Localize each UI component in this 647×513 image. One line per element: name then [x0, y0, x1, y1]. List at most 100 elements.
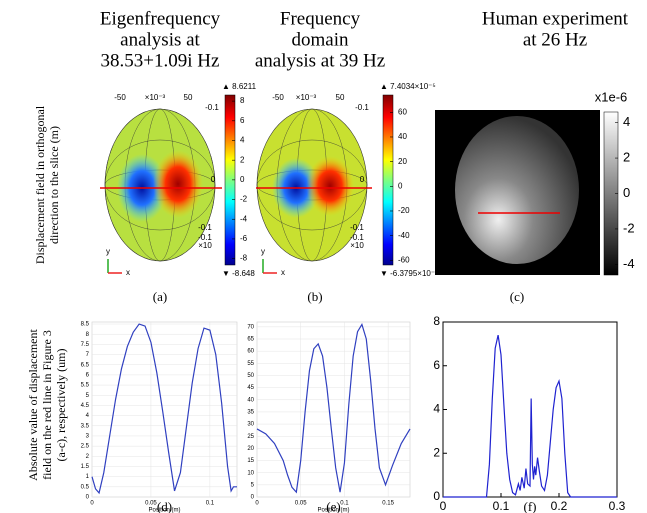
- y-tick-label: 7: [86, 352, 90, 358]
- colorbar-tick-label: -2: [623, 220, 635, 235]
- column-title: 38.53+1.09i Hz: [101, 50, 220, 71]
- axis-label: -0.1: [355, 103, 369, 112]
- data-line: [91, 323, 237, 495]
- column-title: Human experiment: [482, 8, 629, 29]
- x-tick-label: 0.3: [609, 499, 626, 513]
- colorbar-tick-label: 0: [240, 175, 245, 184]
- y-tick-label: 15: [247, 458, 254, 464]
- y-tick-label: 5: [251, 482, 255, 488]
- x-tick-label: 0.05: [145, 501, 157, 507]
- y-tick-label: 0: [251, 495, 255, 501]
- y-tick-label: 6.5: [81, 362, 90, 368]
- y-tick-label: 2: [86, 454, 90, 460]
- y-tick-label: 4.5: [81, 403, 90, 409]
- y-tick-label: 0.5: [81, 484, 90, 490]
- plot-area: [256, 321, 411, 498]
- axis-label: y: [106, 247, 110, 256]
- colorbar-tick-label: -6: [240, 234, 248, 243]
- x-tick-label: 0.1: [493, 499, 510, 513]
- y-tick-label: 20: [247, 446, 254, 452]
- colorbar-min: ▼ -6.3795×10⁻⁵: [380, 269, 438, 278]
- x-tick-label: 0.1: [206, 501, 215, 507]
- x-axis-label: Position (m): [317, 508, 349, 513]
- colorbar-tick-label: -20: [398, 206, 410, 215]
- mri-image: [435, 110, 600, 275]
- head-model-b: [256, 108, 372, 262]
- y-tick-label: 10: [247, 470, 254, 476]
- y-tick-label: 4: [433, 402, 440, 416]
- colorbar-max: ▲ 8.6211: [222, 82, 257, 91]
- colorbar-tick-label: -40: [398, 231, 410, 240]
- axis-label: 50: [336, 93, 345, 102]
- y-tick-label: 25: [247, 434, 254, 440]
- plot-area: [91, 321, 238, 498]
- y-tick-label: 7.5: [81, 342, 90, 348]
- colorbar-tick-label: 40: [398, 132, 407, 141]
- colorbar: [382, 94, 394, 266]
- row-label: Absolute value of displacement: [26, 329, 40, 481]
- colorbar-unit: x1e-6: [595, 89, 628, 104]
- y-tick-label: 70: [247, 324, 254, 330]
- colorbar-tick-label: -8: [240, 254, 248, 263]
- colorbar-tick-label: 6: [240, 116, 245, 125]
- colorbar-min: ▼ -8.648: [222, 269, 255, 278]
- colorbar-tick-label: -4: [623, 256, 635, 271]
- y-tick-label: 2.5: [81, 444, 90, 450]
- y-tick-label: 6: [433, 358, 440, 372]
- axis-label: ×10: [350, 241, 364, 250]
- y-tick-label: 5.5: [81, 383, 90, 389]
- axis-label: 50: [184, 93, 193, 102]
- colorbar-tick-label: 2: [623, 150, 630, 165]
- caption: (d): [157, 499, 172, 513]
- y-tick-label: 35: [247, 410, 254, 416]
- head-model-a: [100, 108, 222, 262]
- axis-label: -50: [272, 93, 284, 102]
- axis-label: 0: [360, 175, 365, 184]
- x-tick-label: 0: [90, 501, 94, 507]
- y-tick-label: 40: [247, 397, 254, 403]
- x-tick-label: 0.2: [551, 499, 568, 513]
- y-tick-label: 65: [247, 337, 254, 343]
- axis-label: y: [261, 247, 265, 256]
- axis-label: -0.1: [350, 233, 364, 242]
- caption: (a): [153, 289, 167, 304]
- axis-label: -0.1: [350, 223, 364, 232]
- y-tick-label: 1.5: [81, 464, 90, 470]
- axis-label: -0.1: [205, 103, 219, 112]
- axis-label: 0: [211, 175, 216, 184]
- colorbar-tick-label: 0: [398, 181, 403, 190]
- colorbar-tick-label: 4: [623, 114, 630, 129]
- y-tick-label: 2: [433, 445, 440, 459]
- column-title: analysis at: [120, 29, 200, 50]
- caption: (e): [326, 499, 340, 513]
- row-label: direction to the slice (m): [47, 126, 61, 244]
- y-tick-label: 3: [86, 434, 90, 440]
- data-line: [256, 322, 411, 494]
- column-title: Eigenfrequency: [100, 8, 221, 29]
- axis-label: ×10: [198, 241, 212, 250]
- y-tick-label: 8: [433, 314, 440, 328]
- caption: (c): [510, 289, 524, 304]
- column-title: domain: [292, 29, 349, 50]
- y-tick-label: 50: [247, 373, 254, 379]
- x-tick-label: 0.05: [295, 501, 307, 507]
- axis-label: -0.1: [198, 233, 212, 242]
- x-tick-label: 0: [255, 501, 259, 507]
- y-tick-label: 6: [86, 372, 90, 378]
- axis-label: -50: [114, 93, 126, 102]
- head-images: [100, 108, 600, 275]
- y-tick-label: 0: [433, 489, 440, 503]
- x-tick-label: 0.15: [382, 501, 394, 507]
- column-title: Frequency: [280, 8, 361, 29]
- y-tick-label: 60: [247, 349, 254, 355]
- column-title: analysis at 39 Hz: [255, 50, 385, 71]
- colorbar-tick-label: -2: [240, 195, 248, 204]
- y-tick-label: 0: [86, 495, 90, 501]
- axis-label: ×10⁻³: [145, 93, 166, 102]
- y-tick-label: 3.5: [81, 423, 90, 429]
- caption: (f): [524, 499, 537, 513]
- y-tick-label: 8: [86, 332, 90, 338]
- colorbar-tick-label: 4: [240, 136, 245, 145]
- x-axis-label: Position (m): [148, 508, 180, 513]
